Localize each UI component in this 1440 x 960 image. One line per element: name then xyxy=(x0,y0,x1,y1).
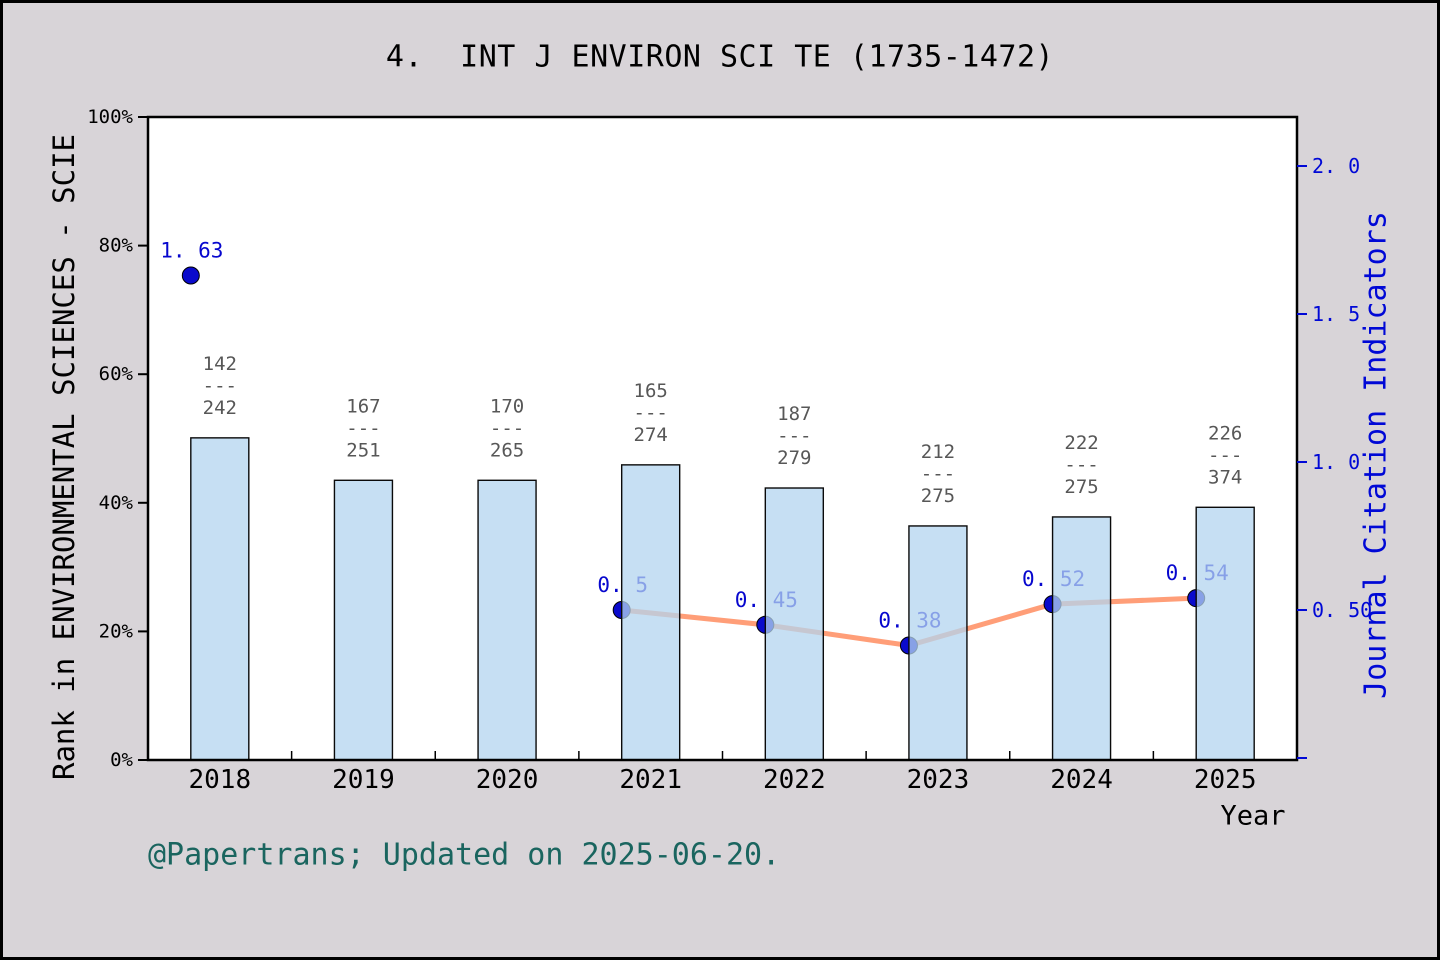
x-tick-label-2025: 2025 xyxy=(1194,765,1257,795)
bar-rank-label: 222 xyxy=(1064,432,1098,454)
bar-2024 xyxy=(1051,516,1112,761)
x-tick-label-2022: 2022 xyxy=(763,765,826,795)
x-tick-label-2024: 2024 xyxy=(1050,765,1113,795)
x-tick-label-2019: 2019 xyxy=(332,765,395,795)
bar-total-label: 374 xyxy=(1208,466,1242,488)
left-axis-title: Rank in ENVIRONMENTAL SCIENCES - SCIE xyxy=(47,133,81,781)
bar-divider-label: --- xyxy=(1208,444,1242,466)
bar-total-label: 251 xyxy=(346,439,380,461)
x-tick-label-2020: 2020 xyxy=(476,765,539,795)
bar-divider-label: --- xyxy=(777,425,811,447)
bar-divider-label: --- xyxy=(921,463,955,485)
bar-total-label: 279 xyxy=(777,447,811,469)
bar-2022 xyxy=(764,487,825,761)
jci-marker-2018 xyxy=(181,266,200,285)
bar-total-label: 274 xyxy=(634,424,668,446)
y-axis-tick-label: 20% xyxy=(99,620,134,642)
bar-rank-label: 167 xyxy=(346,395,380,417)
bar-total-label: 275 xyxy=(1064,476,1098,498)
bar-total-label: 275 xyxy=(921,485,955,507)
jci-axis-tick-label: 1. 5 xyxy=(1312,302,1360,326)
bar-divider-label: --- xyxy=(346,417,380,439)
y-axis-tick-label: 80% xyxy=(99,235,134,257)
jci-axis-tick-label: 1. 0 xyxy=(1312,450,1360,474)
bar-rank-label: 226 xyxy=(1208,422,1242,444)
bar-divider-label: --- xyxy=(634,402,668,424)
watermark-text: @Papertrans; Updated on 2025-06-20. xyxy=(148,837,781,873)
bar-2018 xyxy=(190,437,250,761)
jci-value-label: 1. 63 xyxy=(160,239,223,263)
bar-divider-label: --- xyxy=(490,417,524,439)
bar-total-label: 265 xyxy=(490,439,524,461)
jci-axis-tick-label: 0. 50 xyxy=(1312,598,1372,622)
bar-total-label: 242 xyxy=(203,397,237,419)
x-axis-title: Year xyxy=(1220,800,1286,832)
chart-title: 4. INT J ENVIRON SCI TE (1735-1472) xyxy=(385,39,1055,75)
bar-rank-label: 170 xyxy=(490,395,524,417)
bar-rank-label: 212 xyxy=(921,441,955,463)
y-axis-tick-label: 100% xyxy=(87,106,133,128)
y-axis-tick-label: 40% xyxy=(99,492,134,514)
bar-2021 xyxy=(620,464,681,761)
plot-background xyxy=(148,117,1297,760)
x-tick-label-2018: 2018 xyxy=(189,765,252,795)
y-axis-tick-label: 0% xyxy=(110,749,133,771)
bar-divider-label: --- xyxy=(1064,454,1098,476)
bar-2025 xyxy=(1195,506,1255,761)
y-axis-tick-label: 60% xyxy=(99,363,134,385)
jci-axis-tick-label: 2. 0 xyxy=(1312,154,1360,178)
bar-2019 xyxy=(333,479,394,761)
bar-2023 xyxy=(908,525,968,761)
bar-rank-label: 142 xyxy=(203,353,237,375)
bar-2020 xyxy=(477,479,537,761)
bar-rank-label: 187 xyxy=(777,403,811,425)
bar-rank-label: 165 xyxy=(634,380,668,402)
bar-divider-label: --- xyxy=(203,375,237,397)
right-axis-title: Journal Citation Indicators xyxy=(1358,211,1394,699)
x-tick-label-2021: 2021 xyxy=(619,765,682,795)
x-tick-label-2023: 2023 xyxy=(907,765,970,795)
